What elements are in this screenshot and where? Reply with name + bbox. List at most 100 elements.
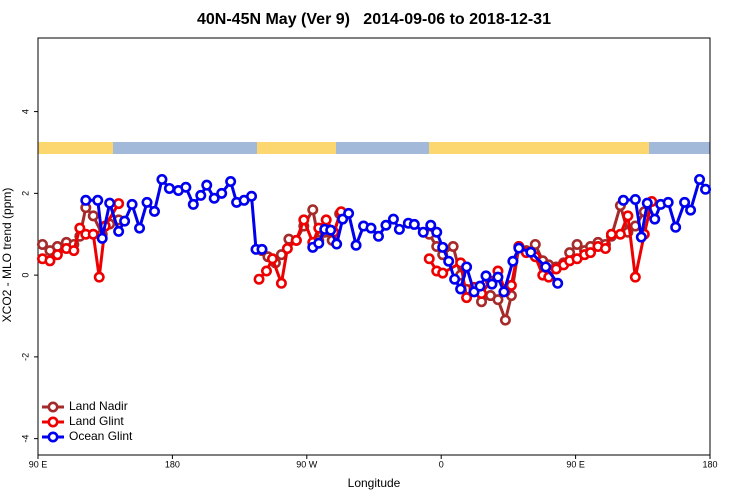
point bbox=[350, 239, 362, 251]
point bbox=[461, 292, 473, 304]
point bbox=[201, 179, 213, 191]
land bbox=[429, 142, 649, 154]
point bbox=[700, 183, 712, 195]
point bbox=[461, 261, 473, 273]
point bbox=[163, 182, 175, 194]
point bbox=[380, 219, 392, 231]
point bbox=[635, 231, 647, 243]
point bbox=[113, 198, 125, 210]
x-tick-label: 90 E bbox=[566, 459, 585, 469]
point bbox=[187, 198, 199, 210]
point bbox=[180, 181, 192, 193]
point bbox=[92, 194, 104, 206]
point bbox=[641, 197, 653, 209]
point bbox=[253, 273, 265, 285]
point bbox=[685, 204, 697, 216]
point bbox=[449, 273, 461, 285]
point bbox=[552, 277, 564, 289]
point bbox=[126, 198, 138, 210]
point bbox=[246, 190, 258, 202]
point bbox=[260, 265, 272, 277]
point bbox=[343, 207, 355, 219]
point bbox=[298, 214, 310, 226]
y-tick-label: -4 bbox=[20, 435, 30, 443]
point bbox=[320, 214, 332, 226]
point bbox=[498, 286, 510, 298]
point bbox=[275, 277, 287, 289]
point bbox=[499, 314, 511, 326]
y-tick-label: 0 bbox=[20, 273, 30, 278]
point bbox=[393, 223, 405, 235]
point bbox=[679, 196, 691, 208]
point bbox=[96, 232, 108, 244]
chart-title: 40N-45N May (Ver 9) 2014-09-06 to 2018-1… bbox=[197, 11, 551, 28]
point bbox=[525, 246, 537, 258]
point bbox=[480, 270, 492, 282]
point bbox=[529, 238, 541, 250]
point bbox=[437, 241, 449, 253]
x-axis-label: Longitude bbox=[348, 476, 401, 490]
point bbox=[51, 249, 63, 261]
point bbox=[408, 218, 420, 230]
point bbox=[585, 247, 597, 259]
point bbox=[425, 219, 437, 231]
point bbox=[290, 234, 302, 246]
point bbox=[325, 224, 337, 236]
legend-label: Ocean Glint bbox=[69, 429, 133, 443]
point bbox=[156, 173, 168, 185]
point bbox=[225, 175, 237, 187]
point bbox=[486, 278, 498, 290]
point bbox=[474, 280, 486, 292]
point bbox=[629, 193, 641, 205]
legend-marker bbox=[47, 431, 59, 443]
ocean bbox=[336, 142, 429, 154]
point bbox=[417, 226, 429, 238]
x-tick-label: 180 bbox=[165, 459, 180, 469]
y-tick-label: -2 bbox=[20, 353, 30, 361]
point bbox=[119, 215, 131, 227]
point bbox=[447, 241, 459, 253]
legend-label: Land Nadir bbox=[69, 399, 128, 413]
point bbox=[68, 245, 80, 257]
point bbox=[540, 261, 552, 273]
x-tick-label: 90 E bbox=[29, 459, 48, 469]
point bbox=[571, 238, 583, 250]
x-tick-label: 180 bbox=[702, 459, 717, 469]
point bbox=[617, 194, 629, 206]
point bbox=[455, 283, 467, 295]
y-tick-label: 4 bbox=[20, 109, 30, 114]
point bbox=[423, 253, 435, 265]
point bbox=[507, 255, 519, 267]
point bbox=[113, 225, 125, 237]
point bbox=[614, 228, 626, 240]
point bbox=[605, 228, 617, 240]
ocean bbox=[649, 142, 710, 154]
x-tick-label: 90 W bbox=[296, 459, 318, 469]
y-axis-label: XCO2 - MLO trend (ppm) bbox=[0, 188, 14, 323]
legend-marker bbox=[47, 416, 59, 428]
point bbox=[365, 222, 377, 234]
point bbox=[44, 255, 56, 267]
point bbox=[266, 253, 278, 265]
point bbox=[281, 243, 293, 255]
point bbox=[80, 194, 92, 206]
point bbox=[313, 237, 325, 249]
land-ocean-strip bbox=[38, 142, 710, 154]
point bbox=[36, 238, 48, 250]
point bbox=[387, 213, 399, 225]
point bbox=[622, 210, 634, 222]
point bbox=[431, 226, 443, 238]
point bbox=[216, 187, 228, 199]
point bbox=[307, 204, 319, 216]
point bbox=[208, 192, 220, 204]
point bbox=[93, 271, 105, 283]
point bbox=[331, 238, 343, 250]
point bbox=[443, 255, 455, 267]
point bbox=[148, 205, 160, 217]
legend-marker bbox=[47, 401, 59, 413]
point bbox=[662, 196, 674, 208]
point bbox=[629, 271, 641, 283]
x-tick-label: 0 bbox=[439, 459, 444, 469]
point bbox=[437, 267, 449, 279]
